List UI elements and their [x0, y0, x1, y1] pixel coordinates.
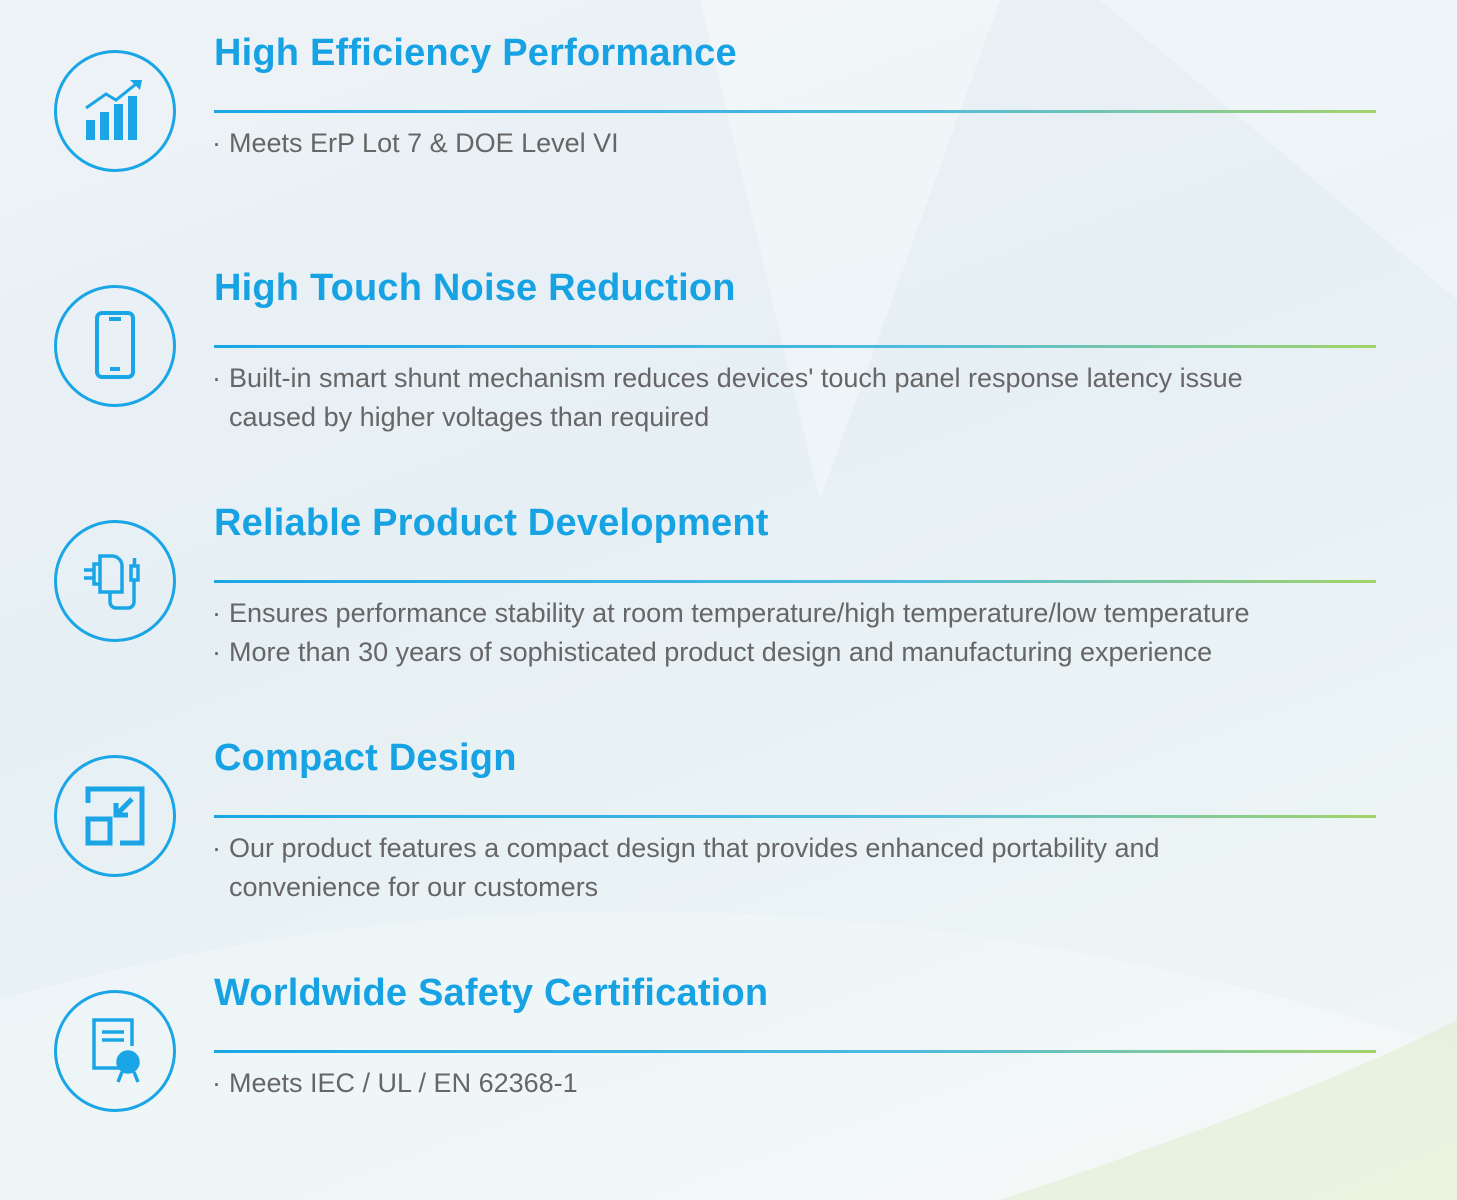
divider [214, 815, 1376, 818]
bullet-text: More than 30 years of sophisticated prod… [229, 637, 1213, 667]
feature-bullets: · Ensures performance stability at room t… [212, 594, 1249, 672]
bullet-text: Ensures performance stability at room te… [229, 598, 1250, 628]
bullet-marker: · [212, 833, 221, 863]
bullet-line: · Built-in smart shunt mechanism reduces … [212, 359, 1243, 398]
bullet-marker: · [212, 598, 221, 628]
feature-title: High Touch Noise Reduction [214, 267, 736, 309]
divider [214, 110, 1376, 113]
bar-chart-growth-icon [54, 50, 176, 172]
bullet-marker: · [212, 637, 221, 667]
feature-bullets: · Meets IEC / UL / EN 62368-1 [212, 1064, 578, 1103]
bullet-line: · Our product features a compact design t… [212, 829, 1160, 868]
bullet-text: Meets IEC / UL / EN 62368-1 [229, 1068, 578, 1098]
feature-title: Compact Design [214, 737, 517, 779]
feature-bullets: · Our product features a compact design t… [212, 829, 1160, 907]
feature-section: Compact Design · Our product features a co… [0, 705, 1457, 940]
divider [214, 580, 1376, 583]
divider [214, 345, 1376, 348]
feature-section: Reliable Product Development · Ensures per… [0, 470, 1457, 705]
bullet-text: Built-in smart shunt mechanism reduces d… [229, 363, 1243, 393]
bullet-marker: · [212, 363, 221, 393]
bullet-marker: · [212, 1068, 221, 1098]
bullet-text: convenience for our customers [229, 872, 599, 902]
feature-title: High Efficiency Performance [214, 32, 737, 74]
feature-bullets: · Built-in smart shunt mechanism reduces … [212, 359, 1243, 437]
bullet-line: · Meets ErP Lot 7 & DOE Level VI [212, 124, 619, 163]
power-adapter-icon [54, 520, 176, 642]
bullet-line: convenience for our customers [212, 868, 1160, 907]
bullet-line: · More than 30 years of sophisticated pro… [212, 633, 1249, 672]
feature-section: Worldwide Safety Certification · Meets IEC… [0, 940, 1457, 1175]
feature-section: High Efficiency Performance · Meets ErP Lo… [0, 0, 1457, 235]
feature-title: Reliable Product Development [214, 502, 769, 544]
bullet-text: Our product features a compact design th… [229, 833, 1160, 863]
bullet-line: caused by higher voltages than required [212, 398, 1243, 437]
smartphone-icon [54, 285, 176, 407]
divider [214, 1050, 1376, 1053]
bullet-marker: · [212, 128, 221, 158]
bullet-text: Meets ErP Lot 7 & DOE Level VI [229, 128, 619, 158]
bullet-line: · Ensures performance stability at room t… [212, 594, 1249, 633]
certificate-icon [54, 990, 176, 1112]
bullet-line: · Meets IEC / UL / EN 62368-1 [212, 1064, 578, 1103]
bullet-text: caused by higher voltages than required [229, 402, 710, 432]
feature-section: High Touch Noise Reduction · Built-in smar… [0, 235, 1457, 470]
compact-resize-icon [54, 755, 176, 877]
feature-title: Worldwide Safety Certification [214, 972, 769, 1014]
feature-bullets: · Meets ErP Lot 7 & DOE Level VI [212, 124, 619, 163]
